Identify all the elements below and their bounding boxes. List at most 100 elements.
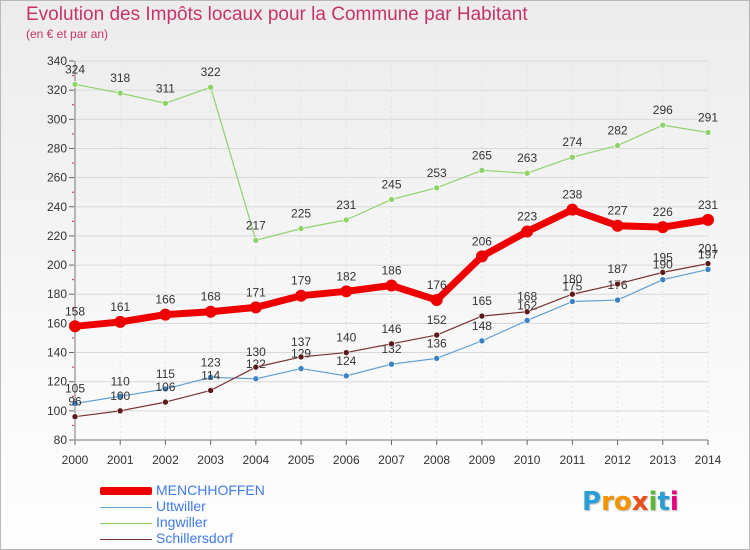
y-tick-label: 260 bbox=[47, 171, 67, 185]
data-label: 179 bbox=[291, 274, 311, 288]
data-label: 152 bbox=[427, 313, 447, 327]
data-label: 124 bbox=[336, 354, 356, 368]
data-point bbox=[659, 276, 667, 283]
data-label: 225 bbox=[291, 207, 311, 221]
proxiti-logo: Proxiti bbox=[582, 487, 679, 517]
data-label: 175 bbox=[562, 280, 582, 294]
data-point bbox=[611, 219, 624, 232]
chart-subtitle: (en € et par an) bbox=[26, 27, 109, 41]
x-tick-label: 2003 bbox=[197, 453, 224, 467]
data-point bbox=[521, 225, 534, 238]
data-point bbox=[569, 290, 576, 298]
x-tick-label: 2012 bbox=[604, 453, 631, 467]
data-point bbox=[569, 153, 576, 161]
data-label: 195 bbox=[653, 250, 673, 264]
data-point bbox=[342, 216, 350, 224]
data-point bbox=[159, 308, 172, 321]
data-label: 324 bbox=[65, 62, 85, 76]
data-label: 132 bbox=[381, 342, 401, 356]
data-point bbox=[295, 289, 308, 302]
x-tick-label: 2008 bbox=[423, 453, 450, 467]
data-label: 105 bbox=[65, 382, 85, 396]
x-tick-label: 2010 bbox=[514, 453, 541, 467]
x-tick-label: 2005 bbox=[288, 453, 315, 467]
data-label: 137 bbox=[291, 335, 311, 349]
legend-label: Ingwiller bbox=[156, 514, 208, 530]
legend-swatch bbox=[100, 539, 152, 540]
y-tick-label: 80 bbox=[54, 433, 68, 447]
data-point bbox=[433, 331, 441, 339]
y-tick-label: 100 bbox=[47, 404, 67, 418]
data-label: 322 bbox=[201, 65, 221, 79]
data-point bbox=[252, 236, 260, 244]
y-tick-label: 200 bbox=[47, 258, 67, 272]
data-point bbox=[71, 400, 79, 407]
data-label: 168 bbox=[201, 290, 221, 304]
data-label: 226 bbox=[653, 205, 673, 219]
data-label: 148 bbox=[472, 319, 492, 333]
data-label: 136 bbox=[427, 336, 447, 350]
data-label: 180 bbox=[562, 272, 582, 286]
logo-letter: t bbox=[657, 487, 670, 517]
logo-letter: x bbox=[631, 487, 649, 517]
data-point bbox=[475, 250, 488, 263]
data-point bbox=[656, 221, 669, 234]
legend-label: Schillersdorf bbox=[156, 530, 234, 546]
y-tick-label: 300 bbox=[47, 112, 67, 126]
data-label: 291 bbox=[698, 110, 718, 124]
data-point bbox=[388, 340, 395, 348]
data-point bbox=[702, 213, 714, 226]
y-tick-label: 140 bbox=[47, 346, 67, 360]
data-point bbox=[478, 312, 486, 320]
data-point bbox=[71, 413, 79, 420]
data-label: 197 bbox=[698, 247, 718, 261]
data-label: 176 bbox=[427, 278, 447, 292]
x-tick-label: 2001 bbox=[107, 453, 134, 467]
x-tick-label: 2011 bbox=[559, 453, 585, 467]
data-point bbox=[116, 407, 124, 415]
data-label: 130 bbox=[246, 345, 266, 359]
y-tick-label: 340 bbox=[47, 54, 67, 68]
data-label: 165 bbox=[472, 294, 492, 308]
data-point bbox=[614, 280, 621, 288]
data-point bbox=[478, 167, 486, 174]
data-point bbox=[566, 203, 579, 216]
data-label: 182 bbox=[336, 269, 356, 283]
data-label: 140 bbox=[336, 331, 356, 345]
legend-swatch bbox=[100, 487, 152, 495]
data-label: 166 bbox=[155, 293, 175, 307]
data-point bbox=[342, 372, 350, 380]
data-point bbox=[297, 353, 305, 361]
logo-letter: i bbox=[669, 487, 679, 517]
logo-letter: r bbox=[601, 487, 614, 517]
data-point bbox=[614, 296, 621, 304]
data-label: 115 bbox=[156, 367, 175, 381]
legend-swatch bbox=[100, 523, 152, 524]
data-point bbox=[69, 320, 81, 333]
chart-title: Evolution des Impôts locaux pour la Comm… bbox=[26, 4, 528, 25]
data-point bbox=[388, 360, 395, 368]
x-tick-label: 2007 bbox=[378, 453, 405, 467]
data-point bbox=[523, 308, 531, 316]
data-label: 129 bbox=[291, 347, 311, 361]
data-label: 190 bbox=[653, 258, 673, 272]
data-point bbox=[204, 305, 217, 318]
x-tick-label: 2004 bbox=[243, 453, 270, 467]
data-point bbox=[523, 317, 531, 324]
data-label: 187 bbox=[608, 262, 628, 276]
data-point bbox=[430, 294, 443, 307]
data-label: 282 bbox=[608, 124, 628, 138]
data-point bbox=[704, 266, 712, 273]
data-label: 122 bbox=[246, 357, 266, 371]
data-point bbox=[114, 315, 127, 328]
data-point bbox=[297, 365, 305, 372]
data-point bbox=[388, 196, 395, 203]
data-label: 311 bbox=[156, 81, 175, 95]
data-label: 168 bbox=[517, 290, 537, 304]
legend-swatch bbox=[100, 507, 152, 508]
data-label: 146 bbox=[381, 322, 401, 336]
data-point bbox=[252, 375, 260, 383]
data-point bbox=[659, 121, 667, 129]
